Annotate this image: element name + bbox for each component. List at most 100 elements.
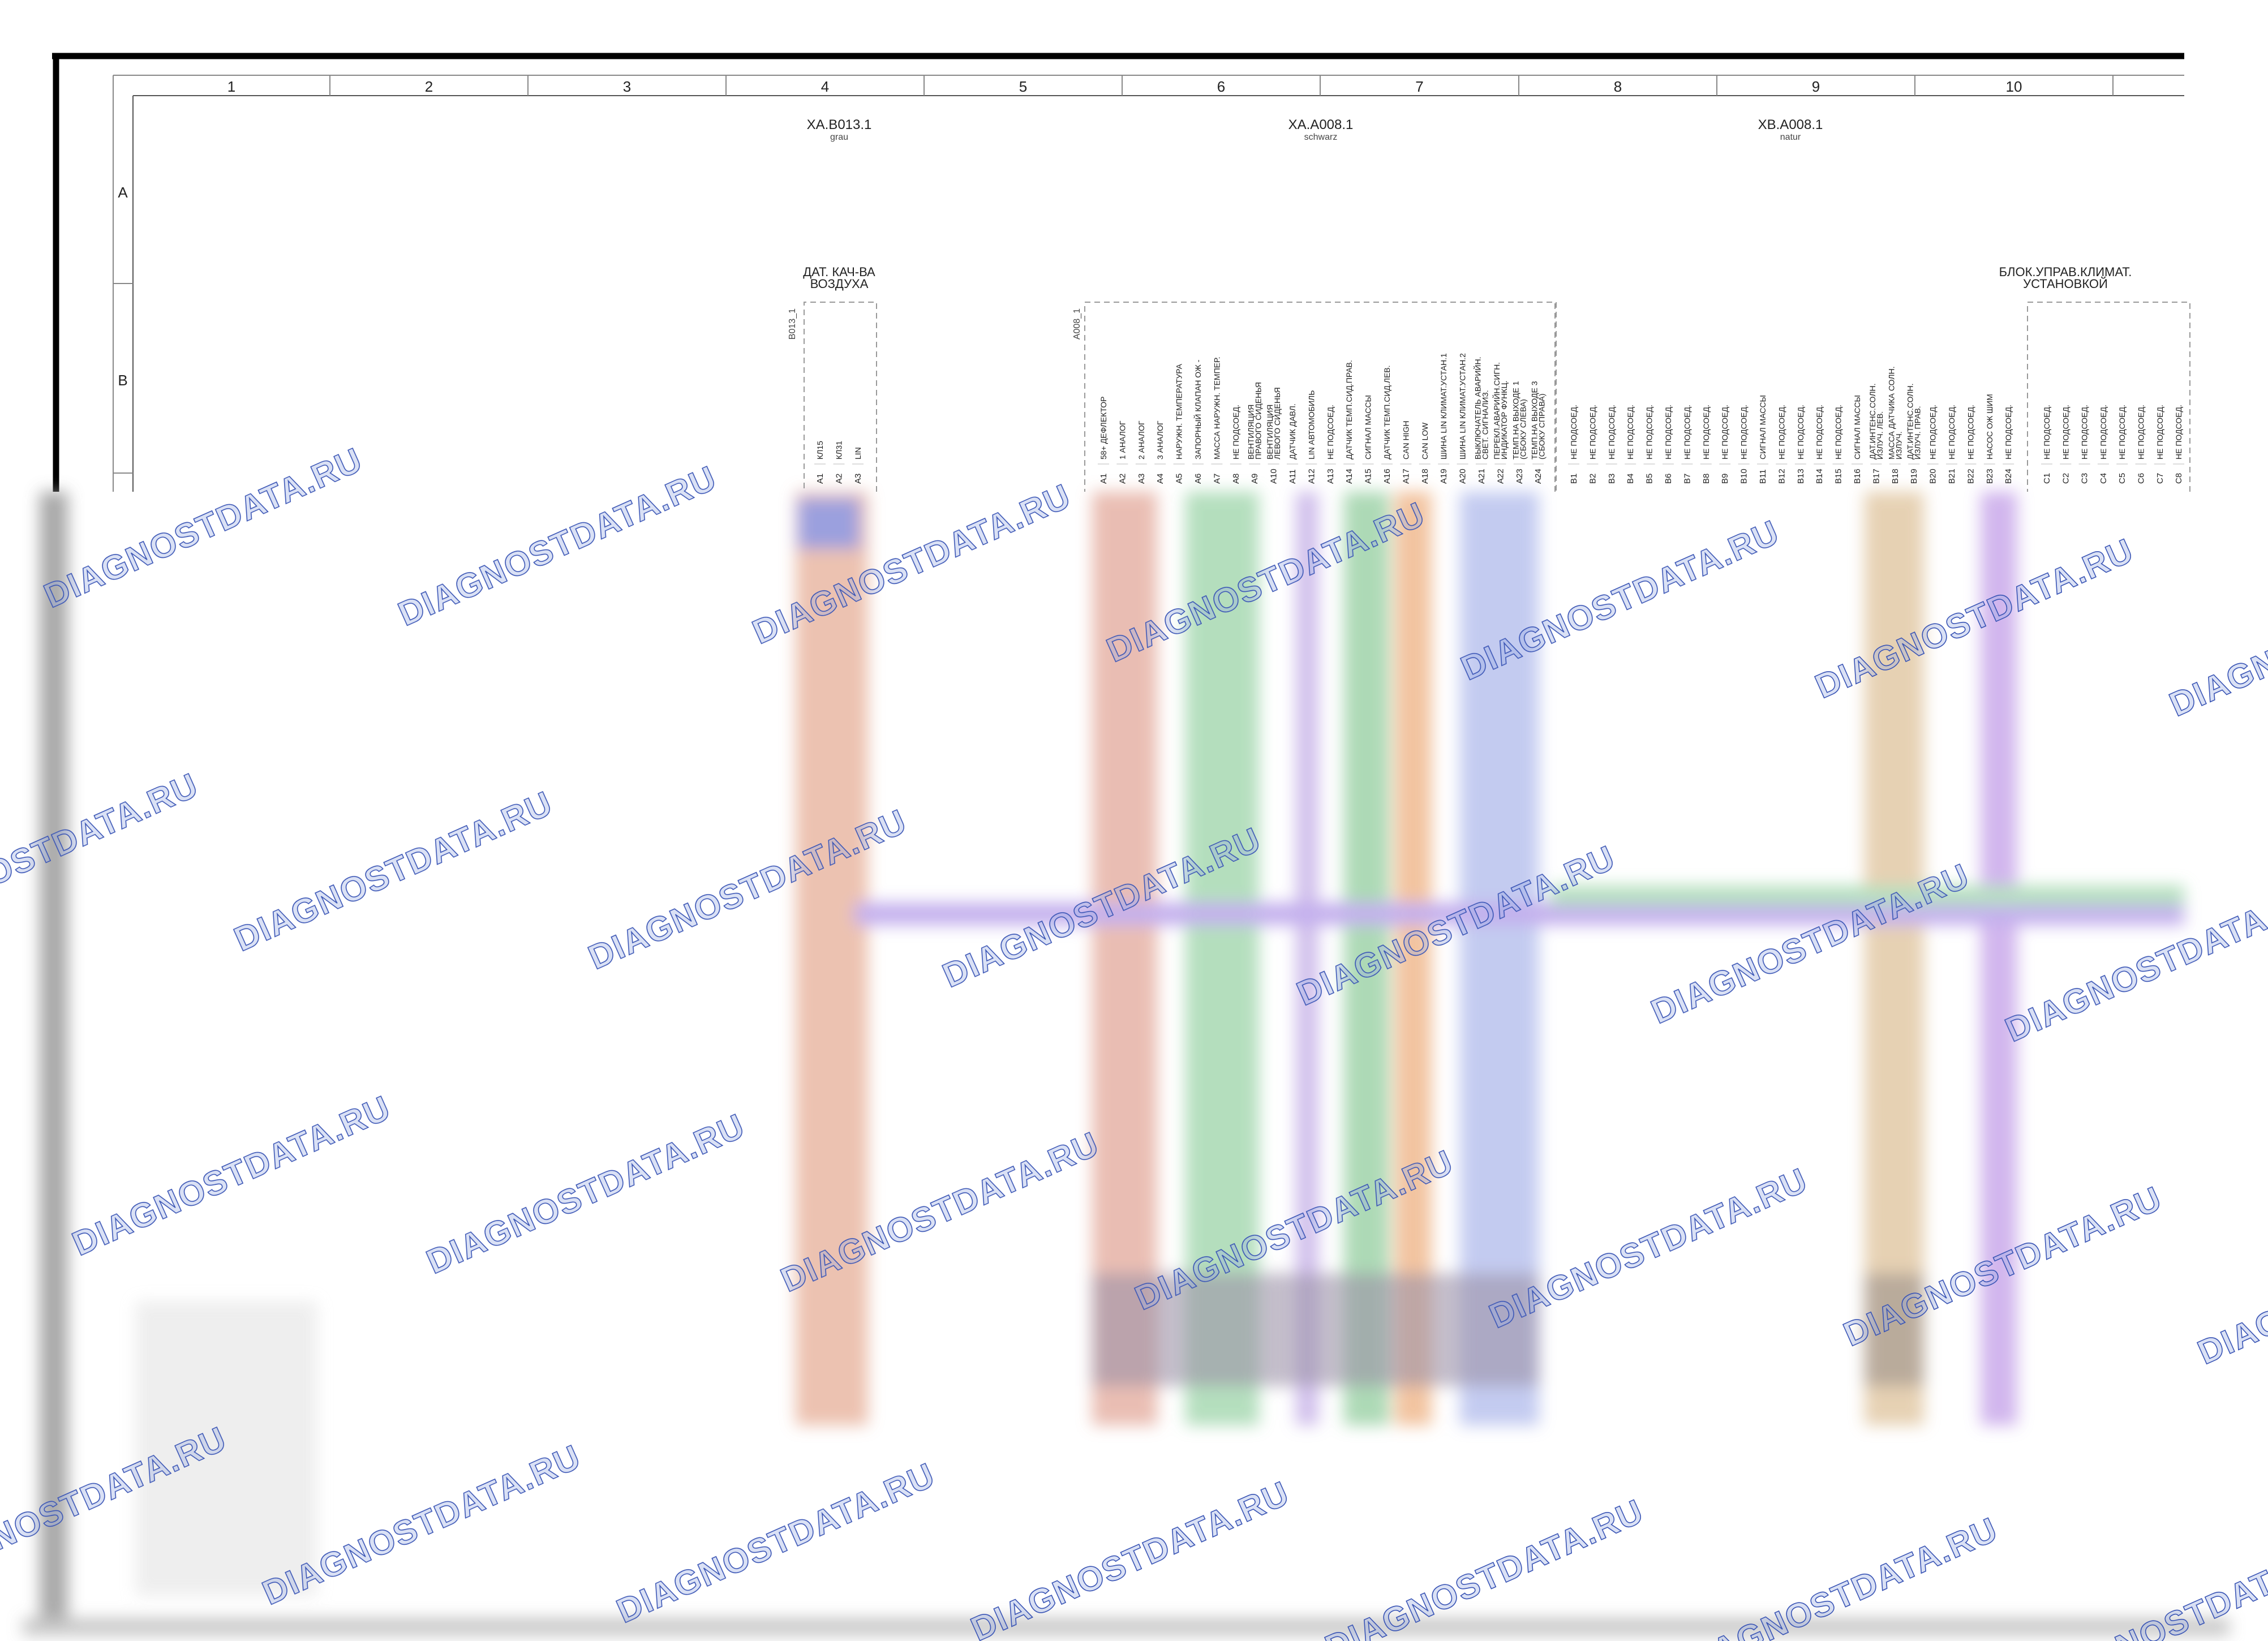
column-number: 10: [2006, 78, 2022, 95]
pin-label: НЕ ПОДСОЕД.: [1645, 405, 1654, 459]
pin-id: B2: [1588, 474, 1597, 484]
pin-label: 1 АНАЛОГ: [1118, 420, 1127, 459]
pin-label: НЕ ПОДСОЕД.: [1796, 405, 1805, 459]
pin-id: B21: [1947, 469, 1957, 484]
pin-label: 58+ ДЕФЛЕКТОР: [1099, 397, 1108, 459]
pin-id: A5: [1175, 474, 1184, 484]
pin-label: НЕ ПОДСОЕД.: [2099, 405, 2108, 459]
pin-id: A23: [1515, 469, 1524, 484]
pin-id: B20: [1928, 469, 1938, 484]
pin-label: (СБОКУ СПРАВА): [1537, 393, 1547, 459]
pin-id: C6: [2137, 473, 2146, 484]
component-box: [804, 302, 877, 492]
pin-label: ЗАПОРНЫЙ КЛАПАН ОЖ -: [1193, 359, 1202, 459]
pin-label: НЕ ПОДСОЕД.: [1231, 405, 1240, 459]
connector-name: XB.A008.1: [1758, 117, 1823, 132]
pin-label: СИГНАЛ МАССЫ: [1758, 395, 1767, 459]
pin-id: C2: [2061, 473, 2071, 484]
pin-id: A16: [1382, 469, 1392, 484]
component-title: БЛОК.УПРАВ.КЛИМАТ.: [1999, 265, 2132, 279]
pin-id: C5: [2117, 473, 2127, 484]
component-box: [1084, 302, 1556, 492]
pin-id: C8: [2174, 473, 2184, 484]
pin-label: НЕ ПОДСОЕД.: [1777, 405, 1786, 459]
pin-label: ДАТЧИК ТЕМП.СИД.ПРАВ.: [1345, 360, 1354, 459]
blurred-wiring: [23, 492, 2230, 1635]
pin-id: B12: [1777, 469, 1786, 484]
connector-name: XA.B013.1: [807, 117, 872, 132]
pin-id: A9: [1250, 474, 1260, 484]
pin-id: B18: [1891, 469, 1900, 484]
pin-id: A7: [1212, 474, 1222, 484]
pin-label: ЛЕВОГО СИДЕНЬЯ: [1273, 387, 1282, 459]
pin-label: НЕ ПОДСОЕД.: [2042, 405, 2051, 459]
row-letter: B: [118, 372, 127, 389]
pin-label: ДАТ.ИНТЕНС.СОЛН.: [1906, 383, 1915, 459]
column-number: 9: [1812, 78, 1820, 95]
pin-label: НЕ ПОДСОЕД.: [2174, 405, 2183, 459]
column-number: 5: [1019, 78, 1027, 95]
pin-id: A3: [1137, 474, 1146, 484]
pin-id: A20: [1458, 469, 1468, 484]
pin-label: ДАТЧИК ДАВЛ.: [1288, 403, 1297, 459]
component-title: УСТАНОВКОЙ: [2023, 277, 2108, 291]
pin-id: B7: [1682, 474, 1692, 484]
pin-id: A15: [1364, 469, 1373, 484]
pin-id: B9: [1720, 474, 1730, 484]
pin-id: A1: [815, 474, 825, 484]
pin-label: ТЕМП.НА ВЫХОДЕ 1: [1511, 381, 1520, 459]
pin-id: B4: [1626, 474, 1635, 484]
pin-label: LIN: [853, 447, 862, 459]
component-box: [2027, 302, 2190, 492]
pin-id: B3: [1607, 474, 1617, 484]
pin-id: B24: [2004, 469, 2013, 484]
pin-id: B13: [1796, 469, 1806, 484]
row-letter: A: [118, 184, 128, 201]
column-number: 7: [1415, 78, 1423, 95]
pin-label: СИГНАЛ МАССЫ: [1853, 395, 1862, 459]
pin-id: C4: [2099, 473, 2108, 484]
pin-label: ПРАВОГО СИДЕНЬЯ: [1254, 382, 1263, 459]
pin-label: ИЗЛУЧ. ПРАВ.: [1913, 406, 1922, 459]
pin-id: A8: [1231, 474, 1241, 484]
pin-label: НЕ ПОДСОЕД.: [1739, 405, 1749, 459]
pin-label: КЛ31: [835, 441, 844, 459]
pin-label: ИНДИКАТОР ФУНКЦ.: [1500, 380, 1509, 459]
pin-label: 3 АНАЛОГ: [1156, 420, 1165, 459]
pin-id: A18: [1420, 469, 1430, 484]
pin-id: B23: [1985, 469, 1995, 484]
column-number: 6: [1217, 78, 1225, 95]
column-number: 8: [1614, 78, 1622, 95]
pin-label: ВЫКЛЮЧАТЕЛЬ АВАРИЙН.: [1473, 357, 1483, 460]
pin-id: A14: [1345, 469, 1354, 484]
pin-label: ШИНА LIN КЛИМАТ.УСТАН.1: [1439, 353, 1448, 459]
pin-label: НАСОС ОЖ ШИМ: [1985, 394, 1994, 459]
pin-label: НЕ ПОДСОЕД.: [2155, 405, 2164, 459]
pin-id: A11: [1288, 469, 1298, 484]
component-title: ДАТ. КАЧ-ВА: [803, 265, 875, 279]
connector-name: XA.A008.1: [1288, 117, 1354, 132]
pin-label: (СБОКУ СЛЕВА): [1518, 399, 1527, 459]
pin-label: НЕ ПОДСОЕД.: [1947, 405, 1956, 459]
pin-label: НАРУЖН. ТЕМПЕРАТУРА: [1175, 363, 1184, 459]
pin-id: C1: [2042, 473, 2052, 484]
pin-id: A3: [853, 474, 863, 484]
pin-id: A4: [1156, 474, 1165, 484]
component-title: ВОЗДУХА: [810, 277, 869, 291]
pin-label: ДАТЧИК ТЕМП.СИД.ЛЕВ.: [1382, 365, 1391, 459]
connector-color: schwarz: [1304, 132, 1338, 142]
pin-id: B5: [1645, 474, 1655, 484]
pin-id: A13: [1326, 469, 1335, 484]
pin-id: A22: [1496, 469, 1505, 484]
pin-label: ИЗЛУЧ. ЛЕВ.: [1875, 411, 1884, 459]
pin-id: B1: [1569, 474, 1579, 484]
pin-id: A1: [1099, 474, 1109, 484]
pin-label: CAN LOW: [1420, 422, 1429, 459]
pin-label: НЕ ПОДСОЕД.: [1664, 405, 1673, 459]
pin-label: 2 АНАЛОГ: [1137, 420, 1146, 459]
component-ref: A008_1: [1072, 308, 1082, 340]
component-ref: B013_1: [788, 308, 797, 340]
